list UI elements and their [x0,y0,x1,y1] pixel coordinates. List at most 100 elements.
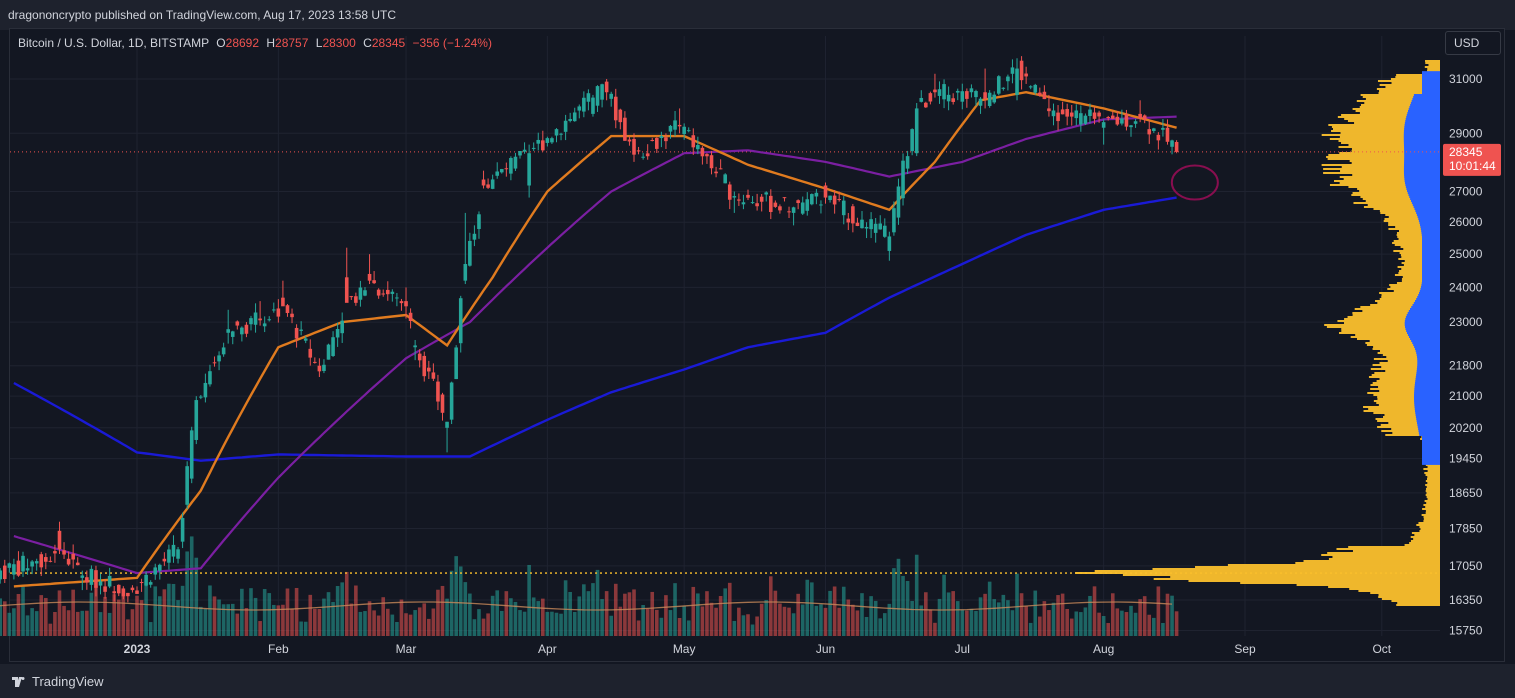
candle-body [276,308,281,317]
candle-body [823,185,828,198]
volume-profile-row [1122,574,1440,576]
candle-body [568,118,572,121]
candle-body [1161,127,1165,130]
volume-profile-row [1360,94,1440,96]
candle-body [996,76,1001,94]
grid-lines [10,36,1440,636]
candle-body [221,347,226,355]
bar-countdown: 10:01:44 [1449,159,1496,173]
volume-bar [1142,596,1147,636]
volume-bar [1074,611,1079,636]
candle-body [2,565,7,580]
moving-averages [13,90,1177,588]
volume-bar [94,586,98,636]
volume-bar [750,624,755,636]
volume-profile-row [1303,560,1440,562]
volume-bar [276,605,281,636]
volume-bar [408,614,413,636]
volume-bar [609,615,614,636]
candle-body [937,89,942,96]
volume-profile-row [1425,490,1440,492]
candle-body [878,223,883,230]
volume-bar [882,613,887,636]
volume-profile-row [1420,528,1440,530]
volume-bar [974,610,978,636]
candle-body [914,108,919,154]
volume-bar [454,556,458,636]
volume-profile-row [1416,524,1440,526]
volume-profile-row [1363,410,1440,412]
low-label: L [315,36,323,50]
volume-bar [2,601,7,636]
volume-bar [864,616,869,636]
volume-profile-row [1367,392,1440,394]
volume-bar [363,611,367,636]
volume-profile-row [1427,470,1440,472]
volume-profile-row [1376,88,1440,90]
candle-body [983,92,987,99]
candle-body [550,138,554,143]
volume-profile-row [1380,424,1440,426]
volume-bar [180,585,185,636]
candle-body [723,174,727,184]
candle-body [413,345,417,348]
volume-profile-row [1403,264,1440,266]
volume-bar [258,621,262,636]
volume-profile-row [1329,184,1440,186]
candle-body [404,301,408,307]
volume-bar [541,598,545,636]
currency-button[interactable]: USD [1445,31,1501,55]
candle-body [1024,73,1028,77]
candle-body [194,400,199,440]
price-tick-label: 29000 [1449,126,1483,140]
volume-profile-row [1391,82,1440,84]
volume-bar [299,621,303,636]
volume-profile-row [1349,160,1440,162]
volume-profile-row [1347,120,1440,122]
candle-body [750,202,755,204]
volume-profile-row [1338,140,1440,142]
volume-bar [285,588,290,636]
volume-bar [21,585,25,636]
volume-bar [878,618,883,636]
volume-bar [677,618,682,636]
volume-profile-row [1326,326,1440,328]
candle-body [71,553,75,560]
time-tick-label: Oct [1372,642,1391,656]
candle-body [741,202,746,205]
volume-profile-row [1423,504,1440,506]
volume-profile-row [1423,468,1440,470]
candle-body [0,570,3,580]
volume-bar [800,604,805,636]
tradingview-brand[interactable]: TradingView [12,674,104,689]
volume-profile-row [1424,66,1440,68]
candle-body [600,84,604,100]
volume-profile-row [1336,548,1440,550]
time-tick-label: 2023 [124,642,151,656]
volume-bar [696,593,700,636]
candle-body [463,264,468,281]
volume-profile-row [1381,598,1440,600]
candle-body [1115,116,1120,125]
candle-body [828,195,832,201]
volume-profile-row [1395,226,1440,228]
candle-body [951,98,955,102]
volume-bar [422,603,427,636]
volume-profile-row [1379,298,1440,300]
volume-profile-row [1385,434,1440,436]
volume-bar [714,607,718,636]
volume-profile-row [1393,240,1440,242]
volume-profile-row [1384,218,1440,220]
candle-body [718,168,723,170]
volume-profile-row [1421,514,1440,516]
volume-profile-row [1419,530,1440,532]
volume-profile-row [1344,322,1440,324]
volume-profile-row [1403,248,1440,250]
price-tick-label: 24000 [1449,280,1483,294]
volume-profile-row [1388,222,1440,224]
candle-body [390,291,395,294]
candle-body [1065,109,1069,117]
candle-body [714,171,718,174]
candle-body [385,289,390,295]
